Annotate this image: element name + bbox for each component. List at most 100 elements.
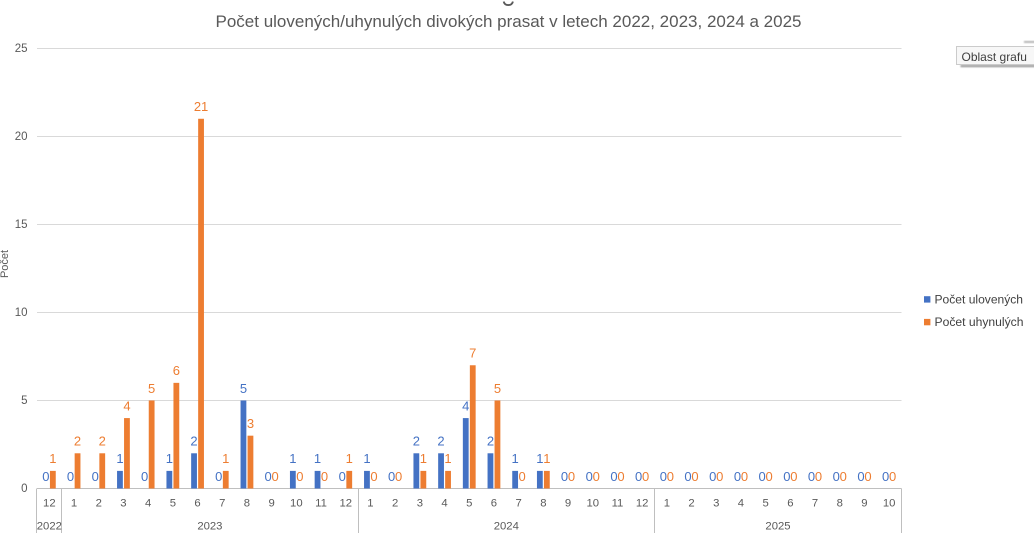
svg-text:7: 7 bbox=[219, 498, 225, 510]
svg-text:0: 0 bbox=[857, 469, 864, 484]
svg-text:0: 0 bbox=[561, 469, 568, 484]
svg-text:0: 0 bbox=[635, 469, 642, 484]
svg-text:0: 0 bbox=[783, 469, 790, 484]
svg-text:21: 21 bbox=[194, 99, 208, 114]
svg-text:0: 0 bbox=[840, 469, 847, 484]
svg-text:2: 2 bbox=[392, 498, 398, 510]
svg-text:0: 0 bbox=[141, 469, 148, 484]
svg-text:0: 0 bbox=[684, 469, 691, 484]
svg-text:0: 0 bbox=[808, 469, 815, 484]
svg-text:0: 0 bbox=[610, 469, 617, 484]
svg-text:0: 0 bbox=[586, 469, 593, 484]
svg-text:0: 0 bbox=[296, 469, 303, 484]
svg-text:3: 3 bbox=[417, 498, 423, 510]
svg-text:2: 2 bbox=[413, 434, 420, 449]
svg-text:2024: 2024 bbox=[494, 521, 519, 533]
svg-text:4: 4 bbox=[145, 498, 151, 510]
svg-text:1: 1 bbox=[289, 451, 296, 466]
svg-text:2: 2 bbox=[688, 498, 694, 510]
svg-text:0: 0 bbox=[370, 469, 377, 484]
svg-text:4: 4 bbox=[462, 398, 469, 413]
svg-text:0: 0 bbox=[766, 469, 773, 484]
svg-text:5: 5 bbox=[170, 498, 176, 510]
svg-text:11: 11 bbox=[315, 498, 327, 510]
svg-text:10: 10 bbox=[15, 307, 28, 319]
svg-text:Oblast grafu: Oblast grafu bbox=[962, 50, 1027, 64]
svg-text:5: 5 bbox=[466, 498, 472, 510]
svg-text:7: 7 bbox=[812, 498, 818, 510]
svg-text:0: 0 bbox=[265, 469, 272, 484]
svg-text:0: 0 bbox=[339, 469, 346, 484]
svg-text:2: 2 bbox=[74, 434, 81, 449]
svg-text:2: 2 bbox=[190, 434, 197, 449]
svg-text:8: 8 bbox=[540, 498, 546, 510]
svg-text:1: 1 bbox=[367, 498, 373, 510]
svg-text:3: 3 bbox=[120, 498, 126, 510]
svg-text:4: 4 bbox=[441, 498, 447, 510]
svg-text:1: 1 bbox=[116, 451, 123, 466]
svg-text:1: 1 bbox=[166, 451, 173, 466]
svg-text:5: 5 bbox=[21, 395, 27, 407]
svg-text:0: 0 bbox=[92, 469, 99, 484]
svg-text:1: 1 bbox=[71, 498, 77, 510]
svg-text:12: 12 bbox=[339, 498, 352, 510]
svg-text:0: 0 bbox=[215, 469, 222, 484]
svg-text:0: 0 bbox=[734, 469, 741, 484]
svg-text:2: 2 bbox=[487, 434, 494, 449]
svg-text:0: 0 bbox=[667, 469, 674, 484]
svg-text:10: 10 bbox=[586, 498, 599, 510]
svg-text:6: 6 bbox=[173, 363, 180, 378]
svg-text:0: 0 bbox=[815, 469, 822, 484]
svg-text:3: 3 bbox=[247, 416, 254, 431]
svg-text:0: 0 bbox=[790, 469, 797, 484]
svg-text:20: 20 bbox=[15, 131, 28, 143]
svg-text:25: 25 bbox=[15, 43, 28, 55]
svg-text:1: 1 bbox=[222, 451, 229, 466]
svg-text:0: 0 bbox=[642, 469, 649, 484]
svg-text:0: 0 bbox=[42, 469, 49, 484]
svg-text:0: 0 bbox=[864, 469, 871, 484]
svg-text:9: 9 bbox=[861, 498, 867, 510]
svg-text:0: 0 bbox=[660, 469, 667, 484]
svg-text:0: 0 bbox=[759, 469, 766, 484]
svg-text:1: 1 bbox=[543, 451, 550, 466]
svg-text:0: 0 bbox=[833, 469, 840, 484]
svg-text:2023: 2023 bbox=[197, 521, 222, 533]
svg-text:2: 2 bbox=[99, 434, 106, 449]
svg-text:2025: 2025 bbox=[765, 521, 790, 533]
svg-text:15: 15 bbox=[15, 219, 28, 231]
svg-text:4: 4 bbox=[123, 398, 130, 413]
svg-text:6: 6 bbox=[491, 498, 497, 510]
svg-text:0: 0 bbox=[568, 469, 575, 484]
svg-text:4: 4 bbox=[738, 498, 744, 510]
svg-text:1: 1 bbox=[536, 451, 543, 466]
svg-text:0: 0 bbox=[67, 469, 74, 484]
svg-text:5: 5 bbox=[240, 381, 247, 396]
svg-text:0: 0 bbox=[593, 469, 600, 484]
svg-text:5: 5 bbox=[148, 381, 155, 396]
svg-text:0: 0 bbox=[617, 469, 624, 484]
svg-text:5: 5 bbox=[763, 498, 769, 510]
svg-text:12: 12 bbox=[43, 498, 56, 510]
svg-text:Počet ulovených: Počet ulovených bbox=[935, 295, 1024, 307]
svg-text:0: 0 bbox=[882, 469, 889, 484]
svg-text:7: 7 bbox=[516, 498, 522, 510]
svg-text:2: 2 bbox=[437, 434, 444, 449]
svg-text:10: 10 bbox=[290, 498, 303, 510]
svg-text:9: 9 bbox=[269, 498, 275, 510]
svg-text:5: 5 bbox=[494, 381, 501, 396]
svg-text:1: 1 bbox=[512, 451, 519, 466]
svg-text:1: 1 bbox=[346, 451, 353, 466]
svg-text:11: 11 bbox=[612, 498, 624, 510]
svg-text:Počet ulovených/uhynulých divo: Počet ulovených/uhynulých divokých prasa… bbox=[216, 13, 802, 31]
svg-text:10: 10 bbox=[883, 498, 896, 510]
svg-text:1: 1 bbox=[444, 451, 451, 466]
svg-text:1: 1 bbox=[664, 498, 670, 510]
svg-text:0: 0 bbox=[716, 469, 723, 484]
svg-text:0: 0 bbox=[691, 469, 698, 484]
svg-text:0: 0 bbox=[272, 469, 279, 484]
svg-text:0: 0 bbox=[709, 469, 716, 484]
svg-text:6: 6 bbox=[194, 498, 200, 510]
svg-text:8: 8 bbox=[837, 498, 843, 510]
svg-text:0: 0 bbox=[388, 469, 395, 484]
